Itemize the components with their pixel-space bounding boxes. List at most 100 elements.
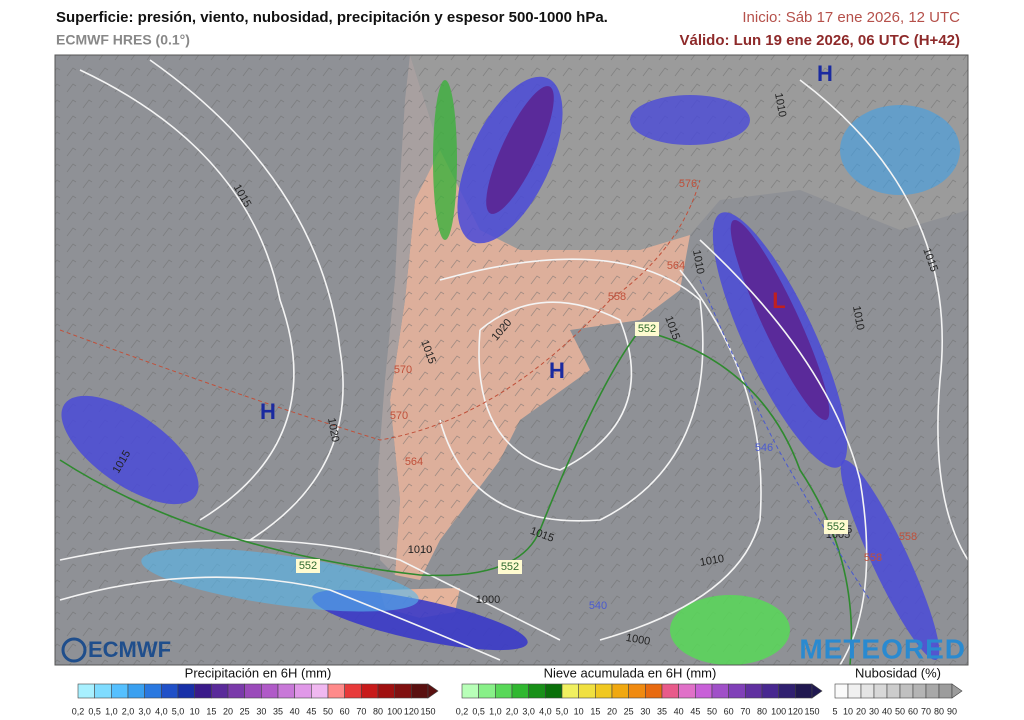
legend-tick-label: 10 xyxy=(190,706,200,716)
legend-swatch xyxy=(111,683,129,699)
legend-tick-label: 120 xyxy=(404,706,419,716)
legend-swatch xyxy=(611,683,629,699)
legend-tick-label: 25 xyxy=(240,706,250,716)
isobar-label: 1010 xyxy=(690,249,706,275)
isobar xyxy=(59,539,561,641)
isobar-label: 1010 xyxy=(699,553,725,569)
legend-tick-label: 20 xyxy=(856,706,866,716)
legend-swatch xyxy=(495,683,513,699)
thickness-lines xyxy=(59,179,871,665)
legend-swatch xyxy=(528,683,546,699)
thickness-label: 558 xyxy=(608,291,626,303)
legend-swatch xyxy=(261,683,279,699)
legend-swatch xyxy=(327,683,345,699)
legend-arrow xyxy=(811,683,823,699)
map: HHHL101510201015102010101015101010101015… xyxy=(55,55,968,665)
legend-tick-label: 5,0 xyxy=(172,706,185,716)
legend-swatch xyxy=(925,683,940,699)
legend-tick-label: 60 xyxy=(724,706,734,716)
legend-tick-label: 30 xyxy=(256,706,266,716)
legend-swatch xyxy=(77,683,95,699)
legend-tick-label: 70 xyxy=(921,706,931,716)
thickness-label: 570 xyxy=(394,364,412,376)
legend-tick-label: 30 xyxy=(869,706,879,716)
legend-swatch xyxy=(899,683,914,699)
isobar-label: 1000 xyxy=(476,594,500,606)
isobar xyxy=(79,69,295,521)
legend-tick-label: 60 xyxy=(340,706,350,716)
label-box xyxy=(498,560,522,574)
legend-swatch xyxy=(834,683,849,699)
legend-swatch xyxy=(645,683,663,699)
legend-swatch xyxy=(511,683,529,699)
legend-tick-label: 20 xyxy=(607,706,617,716)
isobar-label: 1020 xyxy=(325,417,341,443)
legend-tick-label: 4,0 xyxy=(539,706,552,716)
meteored-logo: METEORED xyxy=(799,633,966,664)
legend-tick-label: 5,0 xyxy=(556,706,569,716)
legend-swatch xyxy=(745,683,763,699)
precip-core xyxy=(730,220,830,420)
legend-swatch xyxy=(578,683,596,699)
isobars xyxy=(59,59,968,665)
legend-tick-label: 2,0 xyxy=(506,706,519,716)
legend-title: Precipitación en 6H (mm) xyxy=(185,665,332,680)
legend-tick-label: 70 xyxy=(356,706,366,716)
legend-swatch xyxy=(244,683,262,699)
label-box xyxy=(824,520,848,534)
legend-tick-label: 100 xyxy=(387,706,402,716)
legend-tick-label: 40 xyxy=(882,706,892,716)
legend-swatch xyxy=(695,683,713,699)
thickness-label: 564 xyxy=(405,456,423,468)
legend-tick-label: 3,0 xyxy=(522,706,535,716)
legend-tick-label: 15 xyxy=(590,706,600,716)
thickness-label: 546 xyxy=(755,442,773,454)
legend-tick-label: 45 xyxy=(306,706,316,716)
legend-tick-label: 80 xyxy=(757,706,767,716)
legend-arrow xyxy=(951,683,963,699)
legend-swatch xyxy=(127,683,145,699)
precip-area xyxy=(840,460,940,660)
precip-area xyxy=(630,95,750,145)
thickness-label: 564 xyxy=(667,260,685,272)
legend-tick-label: 5 xyxy=(832,706,837,716)
legend-swatch xyxy=(545,683,563,699)
thickness-label: 540 xyxy=(589,600,607,612)
legend-tick-label: 80 xyxy=(934,706,944,716)
legend-tick-label: 10 xyxy=(574,706,584,716)
legend-title: Nieve acumulada en 6H (mm) xyxy=(544,665,717,680)
legend-arrow xyxy=(427,683,439,699)
thickness-line xyxy=(59,179,701,441)
legend-tick-label: 45 xyxy=(690,706,700,716)
precip-area xyxy=(61,395,199,505)
legend-swatch xyxy=(144,683,162,699)
legend-tick-label: 0,5 xyxy=(88,706,101,716)
thickness-label: 552 xyxy=(638,323,656,335)
legend-swatch xyxy=(761,683,779,699)
label-box xyxy=(296,559,320,573)
legend-tick-label: 60 xyxy=(908,706,918,716)
legend-swatch xyxy=(411,683,429,699)
legend-tick-label: 10 xyxy=(843,706,853,716)
legend-tick-label: 150 xyxy=(420,706,435,716)
legend-swatch xyxy=(194,683,212,699)
precip-area xyxy=(840,105,960,195)
model-name: ECMWF HRES (0.1°) xyxy=(56,32,190,48)
thickness-label: 576 xyxy=(679,178,697,190)
legend-swatch xyxy=(873,683,888,699)
legend-swatch xyxy=(377,683,395,699)
legends: Precipitación en 6H (mm)0,2 0,5 1,0 2,0 3,0 4… xyxy=(72,665,963,716)
logo-mark xyxy=(61,637,87,663)
snow-area xyxy=(433,80,457,240)
isobar-label: 1010 xyxy=(850,305,866,331)
legend-tick-label: 25 xyxy=(624,706,634,716)
legend-tick-label: 35 xyxy=(657,706,667,716)
isobar xyxy=(439,258,704,522)
legend-tick-label: 50 xyxy=(323,706,333,716)
legend-tick-label: 40 xyxy=(674,706,684,716)
legend-tick-label: 1,0 xyxy=(489,706,502,716)
thickness-label: 570 xyxy=(390,410,408,422)
